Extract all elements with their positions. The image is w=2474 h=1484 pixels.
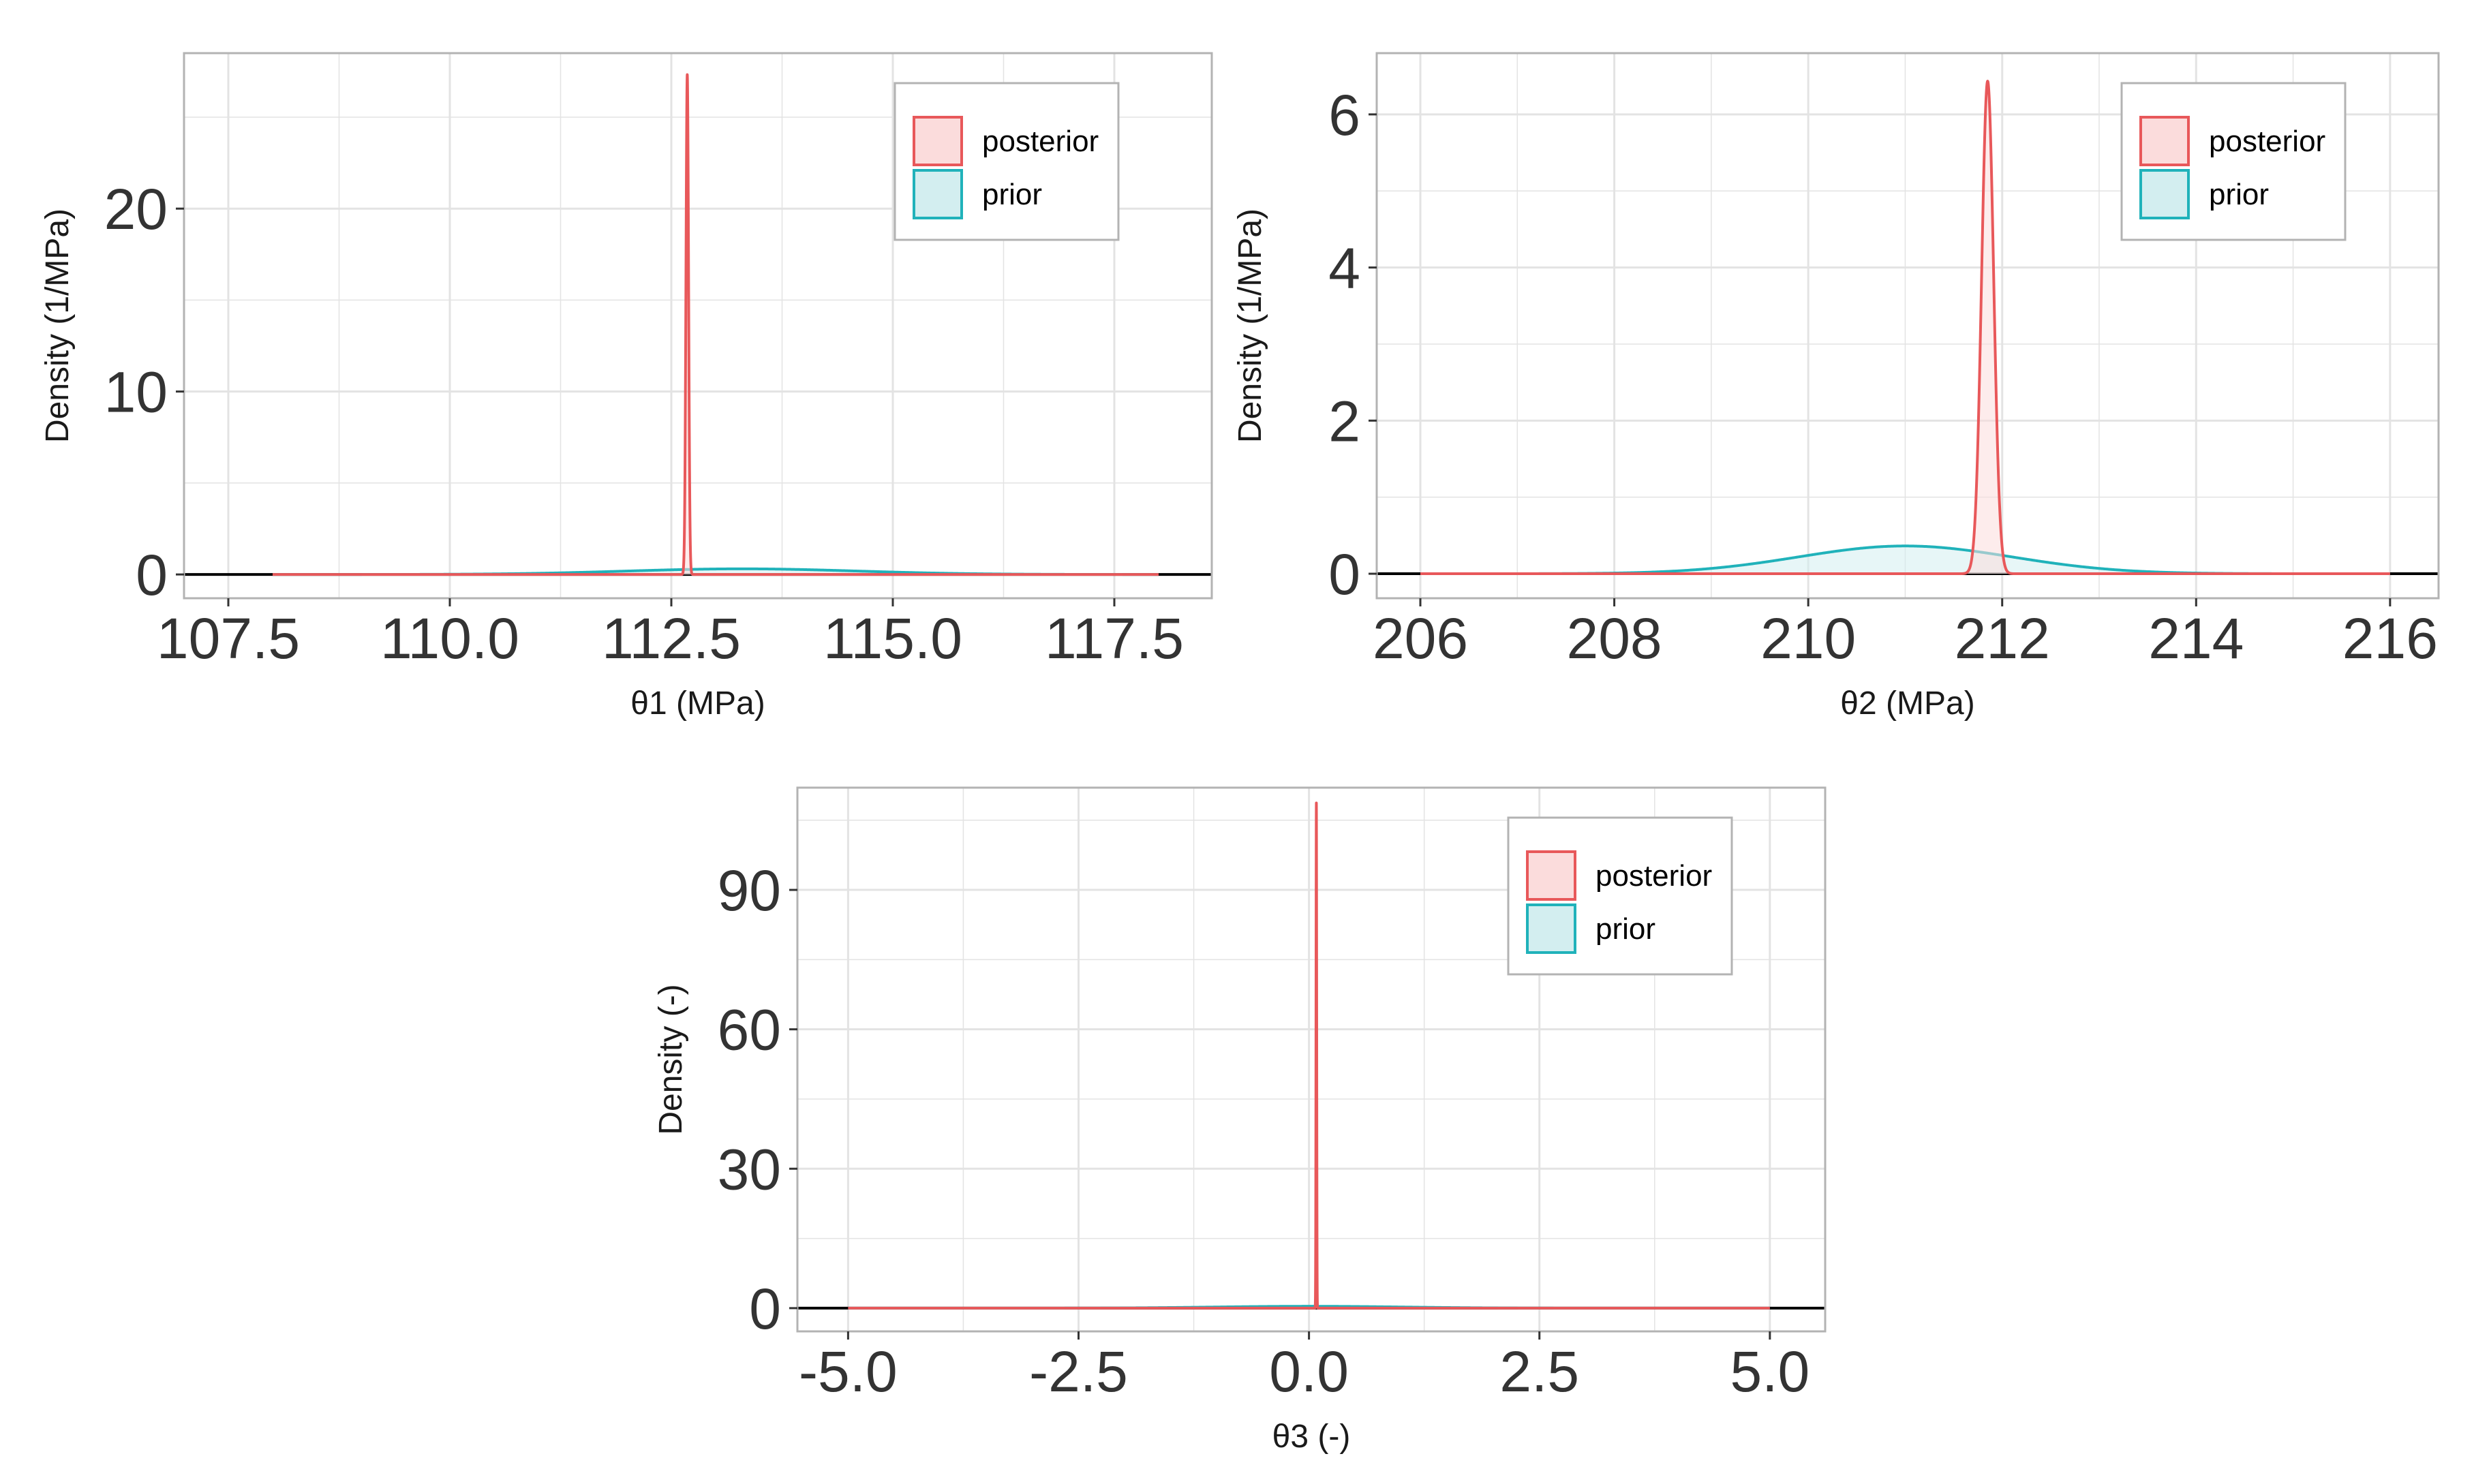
x-tick-label: 115.0 (823, 606, 962, 670)
legend-key-posterior (1526, 850, 1576, 901)
density-line-posterior (1420, 80, 2390, 576)
legend-label-posterior: posterior (982, 125, 1099, 158)
x-axis-title: θ1 (MPa) (630, 685, 765, 722)
legend-key-prior (1526, 903, 1576, 954)
panel-theta1: 107.5 110.0 112.5 115.0 117.5 0 10 20 θ1 (MPa) De… (40, 52, 1213, 722)
legend: posterior prior (1507, 816, 1733, 976)
y-tick-label: 2 (1328, 389, 1360, 453)
x-tick-label: 210 (1760, 606, 1856, 670)
y-axis-title: Density (1/MPa) (40, 208, 76, 443)
y-tick-label: 4 (1328, 236, 1360, 300)
legend-label-posterior: posterior (1595, 859, 1712, 893)
x-tick-label: 206 (1373, 606, 1468, 670)
x-tick-label: 110.0 (380, 606, 519, 670)
x-tick-label: 5.0 (1730, 1340, 1809, 1404)
legend-label-posterior: posterior (2209, 125, 2325, 158)
y-axis-title: Density (-) (653, 984, 689, 1134)
x-tick-label: 208 (1567, 606, 1662, 670)
legend-label-prior: prior (2209, 178, 2269, 211)
legend-key-prior (2139, 169, 2190, 219)
density-line-posterior (848, 801, 1770, 1310)
density-line-posterior (272, 73, 1159, 576)
density-area-prior (273, 568, 1159, 575)
panel-theta2: 206 208 210 212 214 216 0 2 4 6 θ2 (MPa) Density (1… (1232, 52, 2440, 722)
legend: posterior prior (894, 82, 1120, 241)
y-tick-label: 6 (1328, 83, 1360, 147)
panel-border (1375, 52, 2440, 600)
y-tick-label: 20 (104, 177, 168, 241)
legend-label-prior: prior (1595, 912, 1655, 946)
x-tick-label: 117.5 (1045, 606, 1184, 670)
legend-key-posterior (2139, 116, 2190, 166)
x-tick-label: 2.5 (1499, 1340, 1579, 1404)
x-axis-title: θ2 (MPa) (1840, 685, 1974, 722)
y-tick-label: 0 (1328, 542, 1360, 606)
x-tick-label: 112.5 (602, 606, 741, 670)
x-tick-label: 214 (2148, 606, 2244, 670)
x-tick-label: -2.5 (1029, 1340, 1128, 1404)
y-axis-title: Density (1/MPa) (1232, 208, 1268, 443)
legend: posterior prior (2120, 82, 2347, 241)
y-tick-label: 0 (749, 1277, 781, 1341)
panel-border (796, 786, 1827, 1333)
legend-label-prior: prior (982, 178, 1042, 211)
x-tick-label: 107.5 (157, 606, 300, 670)
legend-key-prior (913, 169, 963, 219)
panel-theta3: -5.0 -2.5 0.0 2.5 5.0 0 30 60 90 θ3 (-) Density (-… (653, 786, 1827, 1455)
panel-border (183, 52, 1213, 600)
y-tick-label: 10 (104, 360, 168, 424)
x-tick-label: 216 (2342, 606, 2438, 670)
grid (184, 53, 1212, 598)
y-tick-label: 60 (718, 998, 781, 1062)
y-tick-label: 30 (718, 1137, 781, 1201)
x-axis-title: θ3 (-) (1272, 1419, 1351, 1455)
legend-key-posterior (913, 116, 963, 166)
y-tick-label: 0 (136, 543, 168, 607)
y-tick-label: 90 (718, 859, 781, 923)
x-tick-label: 0.0 (1269, 1340, 1349, 1404)
x-tick-label: -5.0 (799, 1340, 898, 1404)
density-area-prior (1420, 546, 2390, 574)
x-tick-label: 212 (1955, 606, 2050, 670)
